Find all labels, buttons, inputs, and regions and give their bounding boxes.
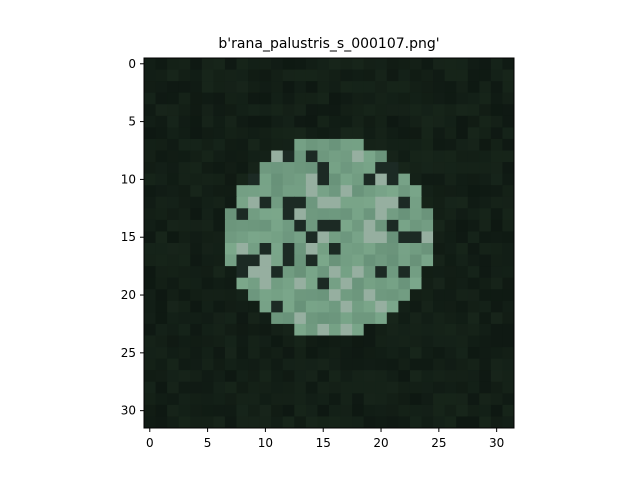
x-axis: 0 5 10 15 20 25 30 bbox=[146, 428, 504, 450]
x-tick-label: 10 bbox=[258, 436, 273, 450]
y-tick-label: 0 bbox=[128, 57, 136, 71]
y-tick-label: 10 bbox=[121, 172, 136, 186]
y-tick-label: 30 bbox=[121, 404, 136, 418]
x-tick-label: 25 bbox=[431, 436, 446, 450]
y-axis: 0 5 10 15 20 25 30 bbox=[121, 57, 144, 418]
figure-title: b'rana_palustris_s_000107.png' bbox=[218, 36, 439, 52]
x-tick-label: 5 bbox=[204, 436, 212, 450]
y-tick-label: 25 bbox=[121, 346, 136, 360]
x-tick-label: 0 bbox=[146, 436, 154, 450]
y-tick-label: 15 bbox=[121, 230, 136, 244]
x-tick-label: 20 bbox=[373, 436, 388, 450]
axes-frame bbox=[143, 57, 515, 429]
y-tick-label: 5 bbox=[128, 115, 136, 129]
y-tick-label: 20 bbox=[121, 288, 136, 302]
x-tick-label: 30 bbox=[489, 436, 504, 450]
x-tick-label: 15 bbox=[316, 436, 331, 450]
frog-image bbox=[144, 58, 514, 428]
